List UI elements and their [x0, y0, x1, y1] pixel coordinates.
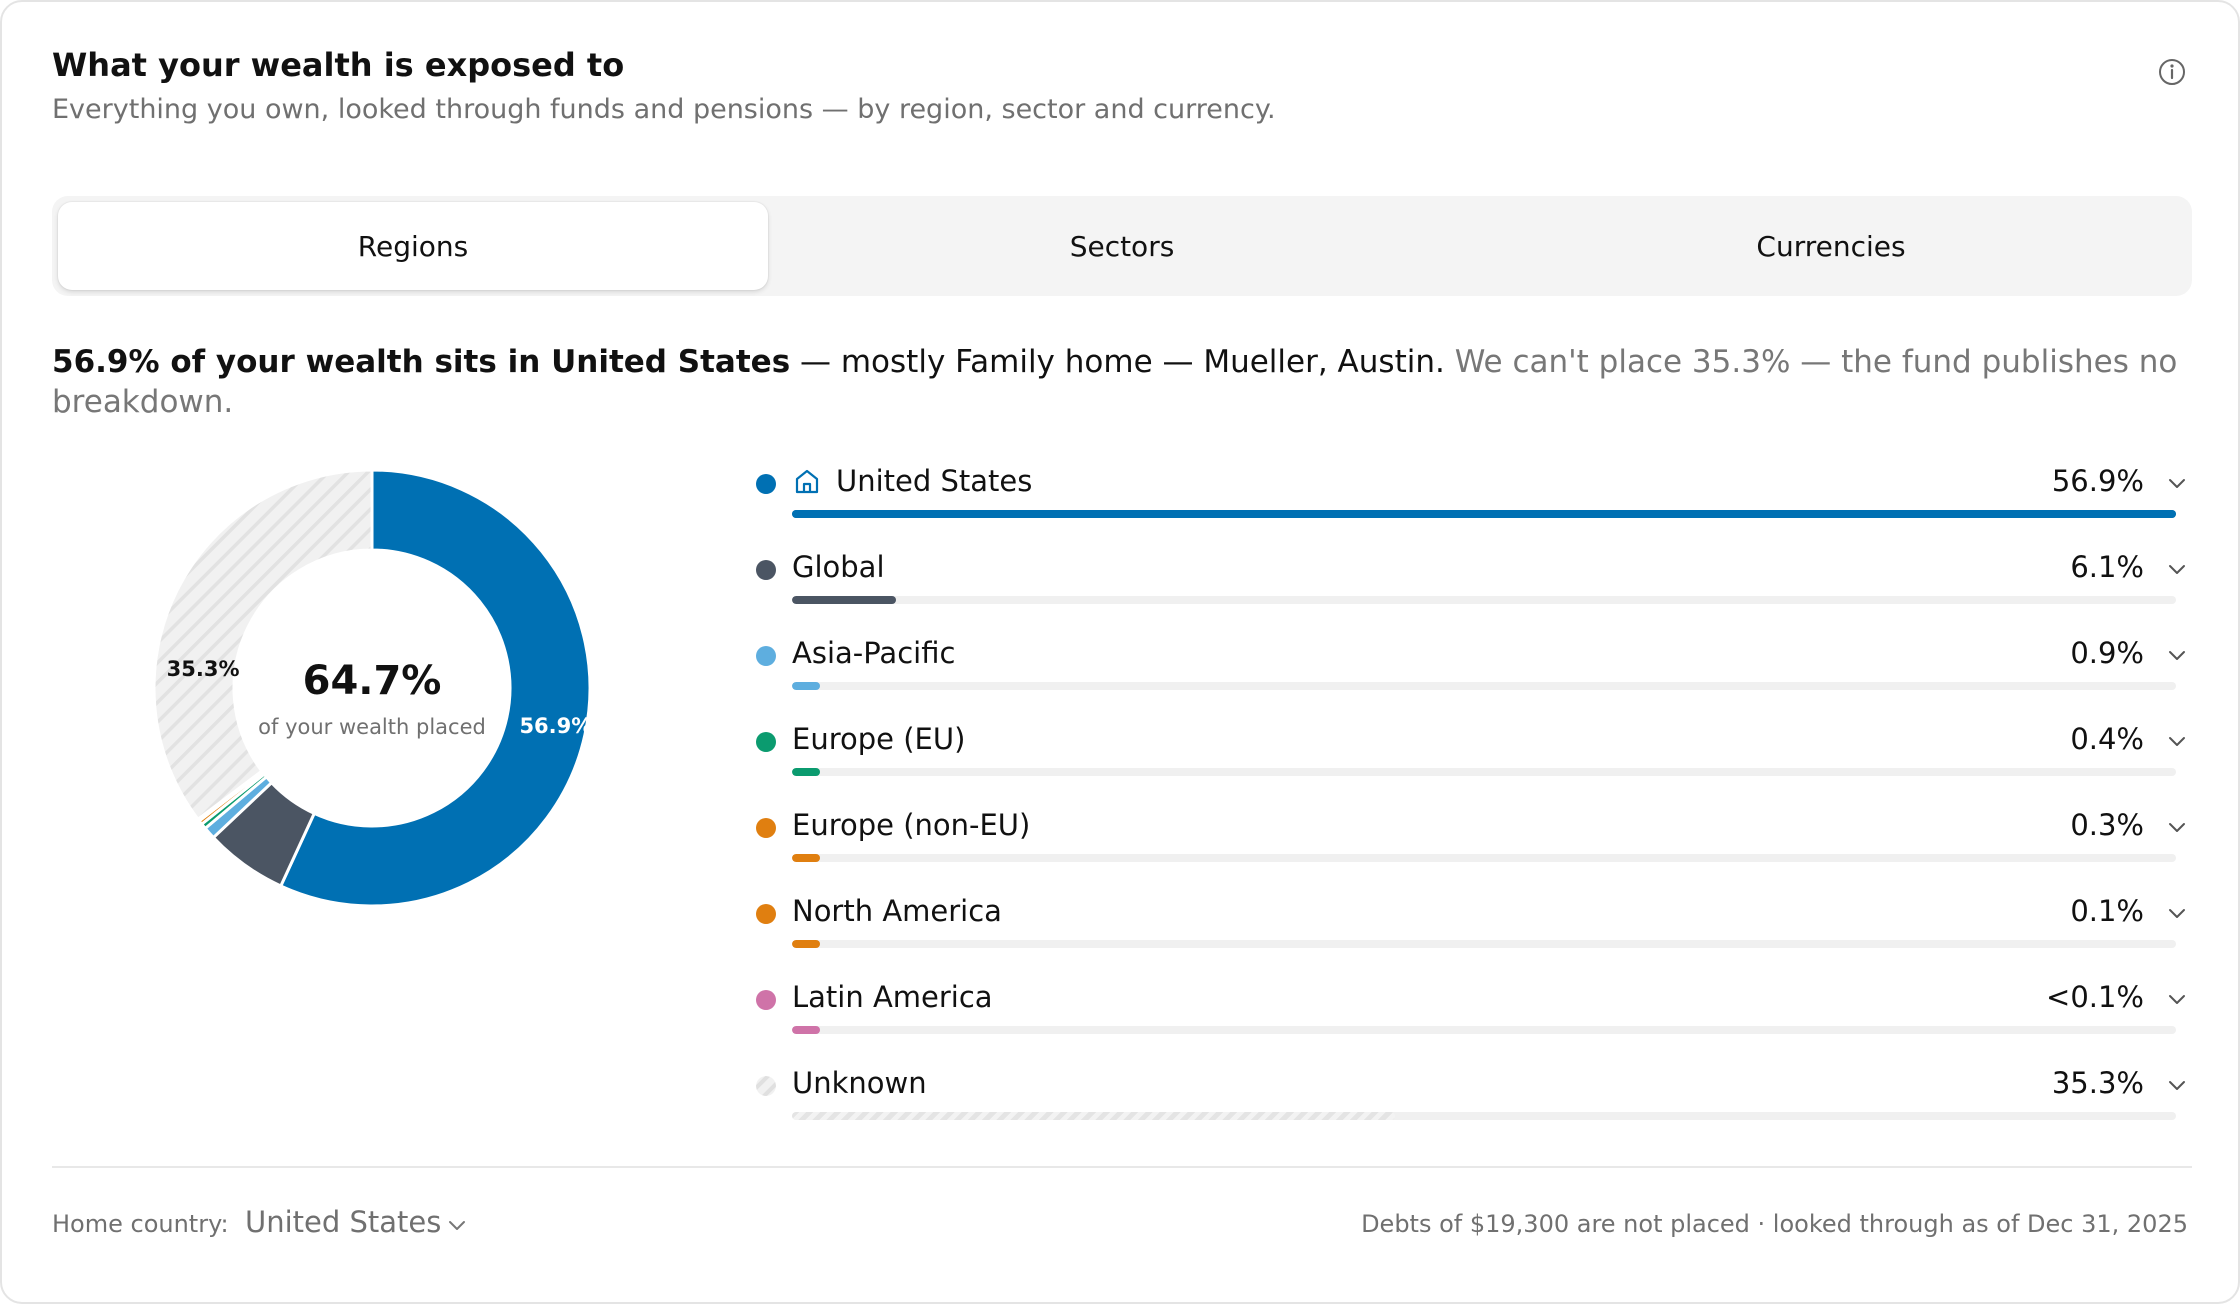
region-row-unknown[interactable]: Unknown 35.3%: [752, 1056, 2192, 1142]
region-value: 6.1%: [2070, 550, 2144, 584]
region-dot: [756, 560, 776, 580]
region-row-united-states[interactable]: United States 56.9%: [752, 454, 2192, 540]
region-label: Asia-Pacific: [792, 636, 956, 670]
region-bar-track: [792, 854, 2176, 862]
region-bar-fill: [792, 1026, 820, 1034]
card-subtitle: Everything you own, looked through funds…: [52, 94, 1276, 125]
region-bar-fill: [792, 768, 820, 776]
chevron-down-icon[interactable]: [2166, 472, 2188, 494]
region-value: 0.9%: [2070, 636, 2144, 670]
summary-headline: 56.9% of your wealth sits in United Stat…: [52, 344, 791, 380]
region-dot: [756, 474, 776, 494]
tab-currencies[interactable]: Currencies: [1756, 229, 1906, 263]
summary-detail: — mostly Family home — Mueller, Austin.: [790, 344, 1445, 380]
donut-label-united-states: 56.9%: [519, 714, 592, 738]
region-bar-track: [792, 1112, 2176, 1120]
exposure-summary: 56.9% of your wealth sits in United Stat…: [52, 342, 2182, 422]
region-dot: [756, 646, 776, 666]
region-value: 0.3%: [2070, 808, 2144, 842]
region-dot: [756, 818, 776, 838]
region-value: 35.3%: [2051, 1066, 2144, 1100]
chevron-down-icon[interactable]: [2166, 816, 2188, 838]
region-row-europe-non-eu[interactable]: Europe (non-EU) 0.3%: [752, 798, 2192, 884]
region-value: 0.4%: [2070, 722, 2144, 756]
tab-sectors[interactable]: Sectors: [1069, 229, 1175, 263]
chevron-down-icon[interactable]: [446, 1214, 468, 1236]
debts-footnote: Debts of $19,300 are not placed · looked…: [1361, 1210, 2188, 1238]
chevron-down-icon[interactable]: [2166, 1074, 2188, 1096]
region-bar-track: [792, 768, 2176, 776]
region-bar-fill: [792, 596, 897, 604]
donut-center-value: 64.7%: [303, 658, 442, 704]
region-label: Latin America: [792, 980, 993, 1014]
region-label: North America: [792, 894, 1002, 928]
chevron-down-icon[interactable]: [2166, 988, 2188, 1010]
region-value: 0.1%: [2070, 894, 2144, 928]
footer-divider: [52, 1166, 2192, 1168]
donut-slice-unknown: [152, 468, 374, 822]
region-dot: [756, 990, 776, 1010]
region-bar-track: [792, 596, 2176, 604]
region-dot: [756, 904, 776, 924]
region-donut-chart: 64.7% of your wealth placed 56.9% 35.3%: [152, 468, 592, 908]
info-icon[interactable]: [2156, 56, 2188, 88]
donut-label-unknown: 35.3%: [167, 657, 240, 681]
region-bar-track: [792, 510, 2176, 518]
home-icon: [795, 469, 819, 494]
region-bar-fill: [792, 510, 2176, 518]
chevron-down-icon[interactable]: [2166, 730, 2188, 752]
region-dot: [756, 732, 776, 752]
chevron-down-icon[interactable]: [2166, 902, 2188, 924]
region-bar-track: [792, 940, 2176, 948]
donut-center-label: of your wealth placed: [258, 715, 486, 739]
region-label: Global: [792, 550, 885, 584]
region-bar-track: [792, 1026, 2176, 1034]
chevron-down-icon[interactable]: [2166, 644, 2188, 666]
region-value: 56.9%: [2051, 464, 2144, 498]
home-country-select[interactable]: United States: [245, 1205, 442, 1239]
region-value: <0.1%: [2046, 980, 2144, 1014]
chevron-down-icon[interactable]: [2166, 558, 2188, 580]
summary-unplaced-note: We can't place 35.3% — the fund publishe…: [52, 344, 2178, 420]
region-row-europe-eu[interactable]: Europe (EU) 0.4%: [752, 712, 2192, 798]
donut-slice-united-states: [278, 468, 592, 908]
region-label: United States: [836, 464, 1033, 498]
region-label: Unknown: [792, 1066, 927, 1100]
region-bar-track: [792, 682, 2176, 690]
region-bar-fill: [792, 854, 820, 862]
tab-bar: Regions Sectors Currencies: [52, 196, 2192, 296]
region-row-north-america[interactable]: North America 0.1%: [752, 884, 2192, 970]
region-bar-fill: [792, 940, 820, 948]
region-label: Europe (EU): [792, 722, 966, 756]
region-dot: [756, 1076, 776, 1096]
region-row-global[interactable]: Global 6.1%: [752, 540, 2192, 626]
region-bar-fill: [792, 682, 820, 690]
home-country-label: Home country:: [52, 1210, 229, 1238]
region-bar-fill: [792, 1112, 1396, 1120]
tab-regions[interactable]: Regions: [58, 202, 768, 290]
card-title: What your wealth is exposed to: [52, 46, 625, 84]
region-row-asia-pacific[interactable]: Asia-Pacific 0.9%: [752, 626, 2192, 712]
region-label: Europe (non-EU): [792, 808, 1031, 842]
region-row-latin-america[interactable]: Latin America <0.1%: [752, 970, 2192, 1056]
